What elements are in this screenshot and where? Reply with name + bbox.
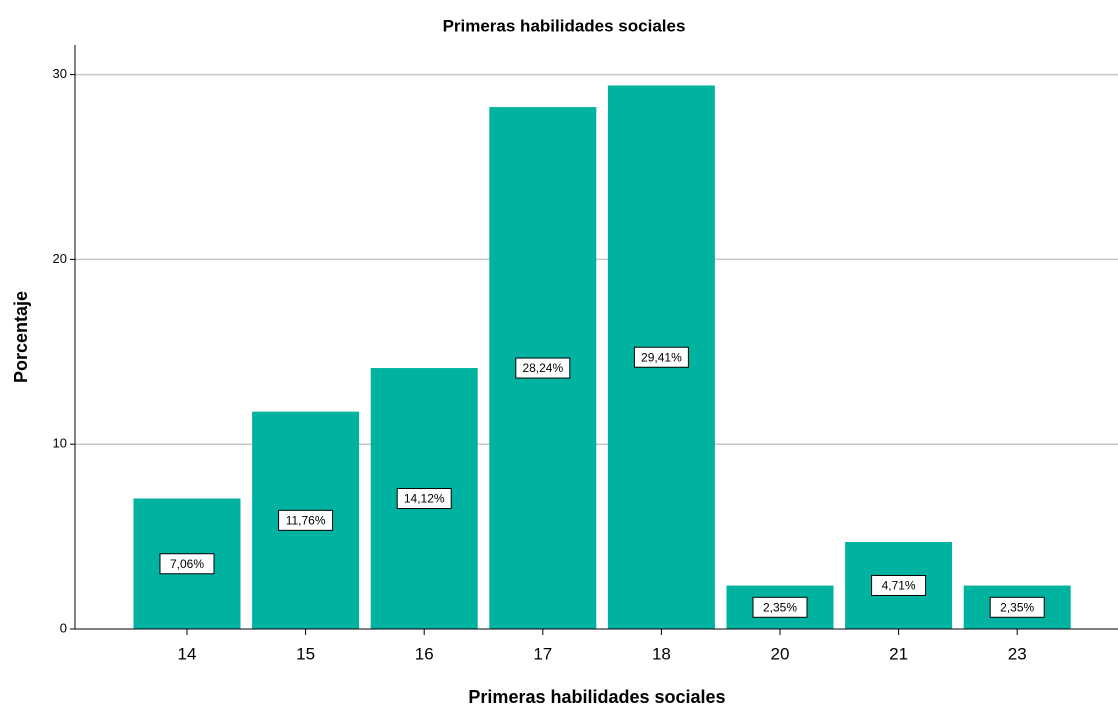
value-label: 11,76% — [286, 514, 326, 528]
y-axis-title: Porcentaje — [11, 291, 31, 383]
y-tick-label: 10 — [53, 436, 67, 451]
value-label: 29,41% — [641, 350, 682, 364]
x-tick-label: 23 — [1008, 644, 1027, 663]
x-axis-title: Primeras habilidades sociales — [468, 687, 725, 707]
value-label: 2,35% — [1000, 600, 1034, 614]
x-tick-label: 17 — [533, 644, 552, 663]
value-label-box — [278, 509, 334, 531]
value-label-box — [989, 596, 1045, 618]
value-label-box — [515, 357, 571, 379]
chart-title: Primeras habilidades sociales — [443, 16, 686, 35]
y-tick-label: 0 — [60, 620, 67, 635]
x-tick-label: 18 — [652, 644, 671, 663]
value-label: 4,71% — [882, 579, 916, 593]
value-label-box — [752, 596, 808, 618]
value-label-box — [159, 553, 215, 575]
value-label: 7,06% — [170, 557, 204, 571]
value-label-box — [871, 574, 927, 596]
value-label: 14,12% — [404, 492, 445, 506]
y-tick-label: 20 — [53, 251, 67, 266]
value-label-box — [633, 346, 689, 368]
y-tick-label: 30 — [53, 66, 67, 81]
value-label: 28,24% — [522, 361, 563, 375]
value-label: 2,35% — [763, 600, 797, 614]
value-label-box — [396, 488, 452, 510]
x-tick-label: 15 — [296, 644, 315, 663]
x-tick-label: 16 — [415, 644, 434, 663]
x-tick-label: 14 — [178, 644, 197, 663]
x-tick-label: 21 — [889, 644, 908, 663]
x-tick-label: 20 — [771, 644, 790, 663]
